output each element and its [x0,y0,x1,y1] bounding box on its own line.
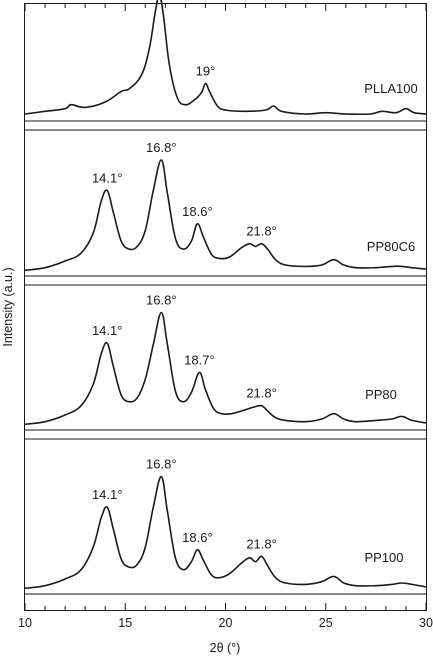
series-label-pp80c6: PP80C6 [367,239,415,254]
x-tick-label: 10 [18,616,32,630]
peak-label: 16.8° [146,457,177,472]
x-tick-label: 15 [118,616,132,630]
peak-label: 19° [196,63,216,78]
x-axis-label: 2θ (°) [210,641,241,655]
peak-label: 21.8° [246,224,277,239]
peak-label: 18.7° [184,353,215,368]
series-line-pp80 [24,311,427,426]
plot-frame [24,3,427,611]
panel-pp80c6: PP80C6 14.1° 16.8° 18.6° 21.8° [24,140,427,286]
x-tick-label: 25 [319,616,333,630]
series-label-pp80: PP80 [365,387,397,402]
series-label-plla100: PLLA100 [364,81,418,96]
peak-label: 18.6° [182,530,213,545]
peak-label: 21.8° [246,386,277,401]
series-line-pp100 [24,475,427,590]
peak-label: 16.8° [146,293,177,308]
peak-label: 14.1° [92,323,123,338]
panels: PLLA10016.7°19° PP80C6 14.1° 16.8° 18.6° 21.8… [24,0,427,595]
panel-pp80: PP80 14.1° 16.8° 18.7° 21.8° [24,293,427,440]
series-line-pp80c6 [24,159,427,272]
series-label-pp100: PP100 [364,550,403,565]
series-line-plla100 [24,0,427,116]
peak-label: 21.8° [246,536,277,551]
x-tick-label: 20 [219,616,233,630]
peak-label: 14.1° [92,171,123,186]
peak-label: 14.1° [92,487,123,502]
panel-plla100: PLLA10016.7°19° [24,0,427,131]
peak-label: 18.6° [182,204,213,219]
panel-pp100: PP100 14.1° 16.8° 18.6° 21.8° [24,457,427,595]
peak-label: 16.8° [146,140,177,155]
x-tick-label: 30 [419,616,433,630]
y-axis-label: Intensity (a.u.) [1,267,15,346]
x-axis: 10 15 20 25 30 [18,4,433,630]
